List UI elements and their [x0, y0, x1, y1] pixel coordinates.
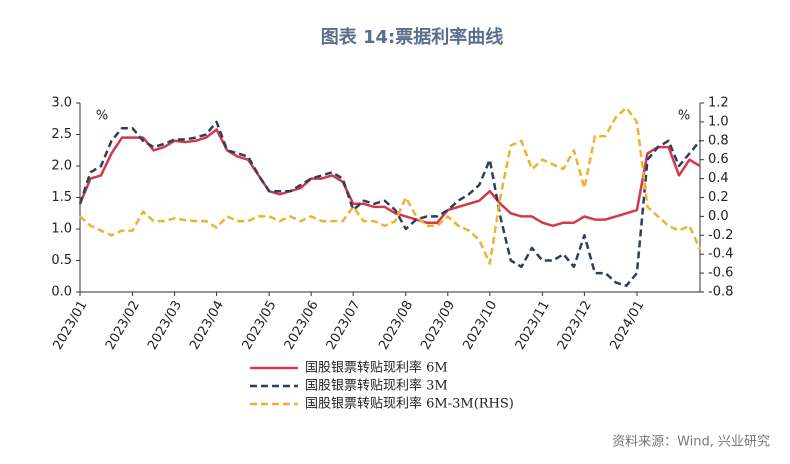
x-tick-label: 2023/08	[376, 298, 416, 352]
y2-tick-label: -0.6	[708, 266, 733, 281]
y2-tick-label: 1.0	[708, 114, 729, 129]
y2-unit: %	[678, 109, 690, 124]
series-line	[78, 128, 701, 228]
y2-tick-label: 0.6	[708, 152, 729, 167]
x-tick-label: 2023/06	[282, 298, 322, 352]
y2-tick-label: 0.4	[708, 171, 729, 186]
y-tick-label: 2.5	[51, 127, 72, 142]
y-tick-label: 1.0	[51, 222, 72, 237]
x-tick-label: 2023/04	[187, 298, 227, 352]
y-tick-label: 3.0	[51, 96, 72, 111]
legend-label: 国股银票转贴现利率 6M	[305, 360, 448, 376]
y-tick-label: 1.5	[51, 190, 72, 205]
x-tick-label: 2023/11	[513, 298, 553, 352]
x-tick-label: 2023/10	[460, 298, 500, 352]
series-line	[79, 106, 702, 265]
y-tick-label: 0.0	[51, 285, 72, 300]
legend-label: 国股银票转贴现利率 6M-3M(RHS)	[305, 396, 514, 412]
x-tick-label: 2023/01	[50, 298, 90, 352]
x-tick-label: 2023/03	[145, 298, 185, 352]
x-tick-label: 2023/09	[418, 298, 458, 352]
x-tick-label: 2023/12	[555, 298, 595, 352]
y2-tick-label: 0.0	[708, 209, 729, 224]
chart-title: 图表 14:票据利率曲线	[321, 26, 504, 48]
legend-label: 国股银票转贴现利率 3M	[305, 378, 448, 394]
x-tick-label: 2024/01	[607, 298, 647, 352]
y2-tick-label: -0.4	[708, 247, 733, 262]
y-tick-label: 2.0	[51, 159, 72, 174]
y2-tick-label: 1.2	[708, 96, 729, 111]
y2-tick-label: -0.8	[708, 285, 733, 300]
y-unit: %	[96, 109, 108, 124]
y2-tick-label: -0.2	[708, 228, 733, 243]
y2-tick-label: 0.2	[708, 190, 729, 205]
y-tick-label: 0.5	[51, 253, 72, 268]
series-line	[78, 120, 701, 287]
x-tick-label: 2023/02	[103, 298, 143, 352]
y2-tick-label: 0.8	[708, 133, 729, 148]
x-tick-label: 2023/07	[324, 298, 364, 352]
source-note: 资料来源：Wind, 兴业研究	[612, 435, 770, 450]
x-tick-label: 2023/05	[240, 298, 280, 352]
